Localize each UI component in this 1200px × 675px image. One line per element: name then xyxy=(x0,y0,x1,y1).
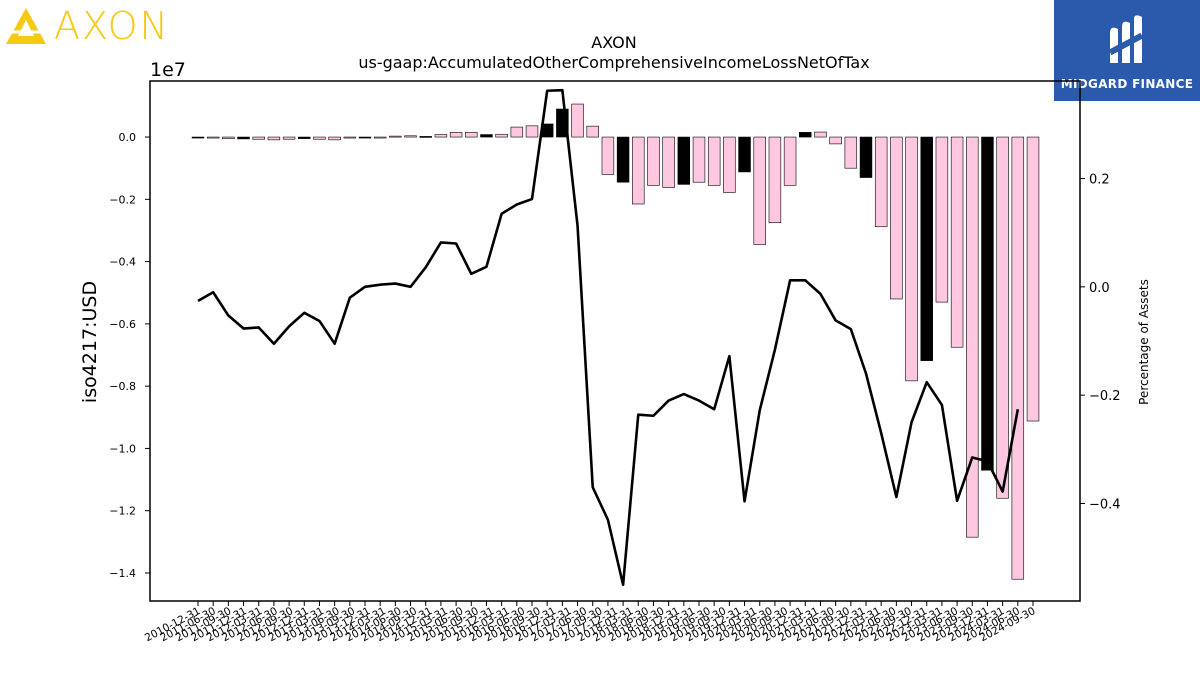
bar-2013-09-30 xyxy=(358,136,372,139)
y2-tick-label: −0.4 xyxy=(1089,498,1121,513)
bar-2019-06-30 xyxy=(707,136,721,186)
bar-2011-12-31 xyxy=(252,136,265,140)
y-tick-label: −0.4 xyxy=(109,256,136,269)
bar-2024-03-31 xyxy=(996,136,1009,499)
bars-layer xyxy=(191,103,1040,580)
bar-2021-06-30 xyxy=(829,136,842,145)
bar-2023-09-30 xyxy=(966,136,979,538)
bar-2017-06-30 xyxy=(586,125,599,138)
plot-frame xyxy=(149,80,1081,602)
bar-2020-03-31 xyxy=(753,136,766,245)
y2-axis-label: Percentage of Assets xyxy=(1137,279,1151,405)
bar-2022-09-30 xyxy=(905,136,918,382)
bar-2014-03-31 xyxy=(389,135,402,138)
bar-2021-03-31 xyxy=(814,131,827,138)
bar-2015-09-30 xyxy=(480,134,493,138)
midgard-m-logo-icon xyxy=(1108,14,1144,63)
brand-name: AXON xyxy=(54,4,170,48)
bar-2018-03-31 xyxy=(632,136,645,205)
bar-2024-09-30 xyxy=(1026,136,1040,422)
y-tick-label: 0.0 xyxy=(119,131,137,144)
bar-2021-12-31 xyxy=(859,136,873,178)
bar-2019-03-31 xyxy=(692,136,706,183)
partner-name: MIDGARD FINANCE xyxy=(1060,76,1194,91)
bar-2024-06-30 xyxy=(1011,136,1025,580)
bar-2012-09-30 xyxy=(298,136,311,139)
bar-2014-06-30 xyxy=(404,135,417,138)
bar-2014-12-31 xyxy=(434,134,448,138)
bar-2015-03-31 xyxy=(449,132,463,138)
axes-layer: 0.0 −0.2 −0.4 −0.6 −0.8 −1.0 −1.2 −1.4 0.2 0.0 −0.… xyxy=(109,131,1120,644)
bar-2020-12-31 xyxy=(799,132,812,138)
bar-2011-09-30 xyxy=(237,136,250,140)
bar-2018-12-31 xyxy=(677,136,691,185)
chart-title: AXON xyxy=(591,33,636,52)
line-layer xyxy=(197,88,1020,587)
bar-2021-09-30 xyxy=(844,136,858,169)
bar-2019-12-31 xyxy=(738,136,751,173)
bar-2015-06-30 xyxy=(465,132,478,138)
bar-2020-09-30 xyxy=(783,136,797,186)
bar-2023-12-31 xyxy=(981,136,994,471)
bar-2012-12-31 xyxy=(313,136,326,140)
y-tick-label: −0.6 xyxy=(109,318,136,331)
bar-2010-12-31 xyxy=(191,136,205,139)
midgard-finance-logo: MIDGARD FINANCE xyxy=(1054,0,1200,101)
bar-2023-06-30 xyxy=(950,136,964,348)
bar-2013-06-30 xyxy=(343,136,357,139)
bar-2012-06-30 xyxy=(282,136,296,140)
bar-2013-12-31 xyxy=(373,136,387,139)
y-offset-label: 1e7 xyxy=(150,59,186,81)
bar-2012-03-31 xyxy=(267,136,281,141)
bar-2016-12-31 xyxy=(556,108,569,138)
bar-2013-03-31 xyxy=(328,136,341,141)
bar-2017-12-31 xyxy=(616,136,630,183)
y-tick-label: −0.8 xyxy=(109,380,136,393)
y2-tick-label: 0.0 xyxy=(1089,281,1110,296)
y-axis-label: iso4217:USD xyxy=(79,281,101,403)
bar-2015-12-31 xyxy=(495,133,508,138)
bar-2023-03-31 xyxy=(935,136,949,303)
bar-2022-06-30 xyxy=(890,136,903,300)
bar-2018-06-30 xyxy=(647,136,660,186)
axon-logo: AXON xyxy=(4,4,170,48)
y-tick-label: −1.4 xyxy=(109,567,136,580)
bar-2014-09-30 xyxy=(419,136,432,138)
bar-2022-12-31 xyxy=(920,136,933,361)
bar-2022-03-31 xyxy=(874,136,888,228)
y-tick-label: −1.0 xyxy=(109,442,136,455)
y2-tick-label: −0.2 xyxy=(1089,389,1121,404)
bar-2016-06-30 xyxy=(525,125,539,138)
pct-of-assets-line xyxy=(197,88,1020,587)
bar-2016-03-31 xyxy=(510,126,524,138)
y2-tick-label: 0.2 xyxy=(1089,173,1110,188)
chart-subtitle: us-gaap:AccumulatedOtherComprehensiveInc… xyxy=(358,53,869,72)
axon-triangle-logo-icon xyxy=(6,8,46,44)
bar-2019-09-30 xyxy=(723,136,736,193)
bar-2020-06-30 xyxy=(768,136,782,223)
bar-2017-03-31 xyxy=(571,103,584,138)
y-tick-label: −0.2 xyxy=(109,193,136,206)
bar-2011-03-31 xyxy=(206,136,220,139)
bar-2018-09-30 xyxy=(662,136,675,188)
bar-2017-09-30 xyxy=(601,136,615,175)
y-tick-label: −1.2 xyxy=(109,505,136,518)
bar-2011-06-30 xyxy=(222,136,235,139)
